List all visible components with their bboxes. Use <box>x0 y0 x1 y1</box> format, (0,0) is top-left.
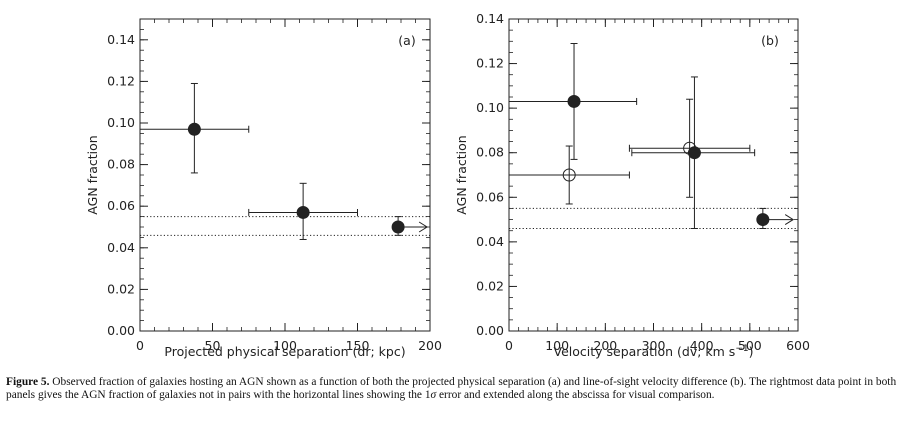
x-axis-label-superscript: −1 <box>735 344 748 354</box>
y-tick-label: 0.10 <box>107 115 135 130</box>
y-tick-label: 0.02 <box>476 278 504 293</box>
x-tick-label: 100 <box>545 338 569 353</box>
caption-label: Figure 5. <box>6 376 50 388</box>
y-tick-label: 0.00 <box>476 323 504 338</box>
x-axis-label: Velocity separation (dv; km s−1) <box>554 344 754 359</box>
data-point-filled <box>187 122 201 136</box>
data-point-filled <box>687 146 701 160</box>
y-axis-label: AGN fraction <box>85 135 100 214</box>
x-tick-label: 100 <box>273 338 297 353</box>
x-tick-label: 200 <box>593 338 617 353</box>
y-tick-label: 0.10 <box>476 100 504 115</box>
data-point-filled <box>756 213 770 227</box>
x-tick-label: 500 <box>738 338 762 353</box>
panel-label: (b) <box>761 33 779 48</box>
caption-text-1: Observed fraction of galaxies hosting an… <box>6 376 897 401</box>
x-axis-label: Projected physical separation (dr; kpc) <box>164 344 405 359</box>
y-tick-label: 0.08 <box>476 145 504 160</box>
data-point-filled <box>391 220 405 234</box>
y-tick-label: 0.14 <box>476 11 504 26</box>
arrow-head <box>784 214 795 225</box>
x-tick-label: 0 <box>505 338 513 353</box>
plot-frame <box>139 18 431 332</box>
data-point-open <box>683 141 697 155</box>
x-tick-label: 0 <box>136 338 144 353</box>
chart-panel-b: 0.00 0.02 0.04 0.06 0.08 0.10 0.12 0.14 0 100 200 3… <box>454 11 810 359</box>
x-axis-label-close: ) <box>749 344 754 359</box>
y-tick-label: 0.00 <box>107 323 135 338</box>
data-point-filled <box>296 205 310 219</box>
caption-sigma: σ <box>430 389 437 401</box>
x-tick-label: 200 <box>418 338 442 353</box>
caption-text-2: error and extended along the abscissa fo… <box>436 389 715 401</box>
y-tick-label: 0.06 <box>476 189 504 204</box>
x-tick-label: 150 <box>346 338 370 353</box>
x-tick-label: 300 <box>642 338 666 353</box>
figure-5-charts: 0.00 0.02 0.04 0.06 0.08 0.10 0.12 0.14 0 50 100 15… <box>85 11 810 359</box>
y-tick-label: 0.06 <box>107 198 135 213</box>
panel-label: (a) <box>398 33 415 48</box>
chart-panel-a: 0.00 0.02 0.04 0.06 0.08 0.10 0.12 0.14 0 50 100 15… <box>85 18 442 359</box>
x-tick-label: 50 <box>205 338 221 353</box>
y-tick-label: 0.04 <box>476 234 504 249</box>
y-tick-label: 0.08 <box>107 157 135 172</box>
data-point-open <box>562 168 576 182</box>
y-tick-label: 0.12 <box>476 56 504 71</box>
y-axis-label: AGN fraction <box>454 135 469 214</box>
y-tick-label: 0.14 <box>107 32 135 47</box>
y-tick-label: 0.12 <box>107 73 135 88</box>
figure-caption: Figure 5. Observed fraction of galaxies … <box>6 376 902 402</box>
data-point-filled <box>567 94 581 108</box>
x-tick-label: 400 <box>690 338 714 353</box>
arrow-head <box>418 221 429 233</box>
x-tick-label: 600 <box>786 338 810 353</box>
y-tick-label: 0.02 <box>107 281 135 296</box>
y-tick-label: 0.04 <box>107 240 135 255</box>
